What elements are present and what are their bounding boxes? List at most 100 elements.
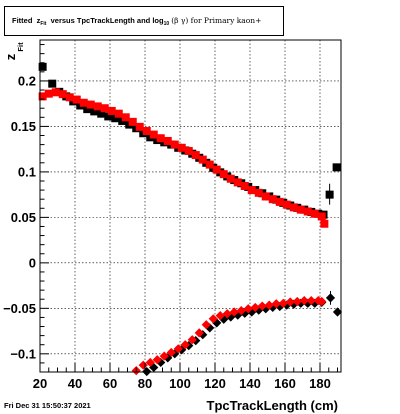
data-point-square xyxy=(240,181,249,190)
y-tick-label: 0.05 xyxy=(11,210,36,225)
data-point-square xyxy=(289,203,298,212)
data-point-square xyxy=(254,188,263,197)
data-point-square xyxy=(219,170,228,179)
data-point-diamond xyxy=(264,300,274,310)
data-point-square xyxy=(212,165,221,174)
data-point-diamond xyxy=(299,295,309,306)
data-point-square xyxy=(184,146,193,155)
y-tick-label: −0.1 xyxy=(10,346,36,361)
grid xyxy=(39,40,341,372)
data-point-diamond xyxy=(194,328,204,338)
data-point-square xyxy=(226,174,235,183)
data-point-square xyxy=(79,98,88,107)
x-tick-label: 20 xyxy=(33,376,47,391)
axes: 20 40 60 80 100 120 140 160 180 −0.1 −0.05 0 0.05 0.1… xyxy=(3,34,338,391)
y-tick-label: 0 xyxy=(29,255,36,270)
series-1 xyxy=(38,88,329,228)
data-point-square xyxy=(97,109,106,118)
data-point-square xyxy=(268,195,277,204)
data-point-square xyxy=(142,126,151,135)
data-point-diamond xyxy=(201,320,211,330)
data-point-square xyxy=(332,163,341,172)
data-point-square xyxy=(51,88,60,97)
data-point-square xyxy=(149,130,158,139)
y-axis-label-sub: Fit xyxy=(16,42,25,52)
data-point-diamond xyxy=(138,360,148,370)
data-point-diamond xyxy=(233,310,243,320)
data-point-square xyxy=(303,207,312,216)
data-point-diamond xyxy=(187,335,197,345)
x-tick-label: 160 xyxy=(274,376,296,391)
data-point-square xyxy=(310,209,319,218)
data-point-square xyxy=(233,178,242,187)
data-point-square xyxy=(163,136,172,145)
data-point-diamond xyxy=(229,307,239,317)
data-point-diamond xyxy=(149,362,159,373)
data-point-square xyxy=(38,62,47,71)
data-point-diamond xyxy=(271,299,281,309)
data-point-square xyxy=(121,113,130,122)
data-point-square xyxy=(107,106,116,115)
data-point-square xyxy=(111,114,120,123)
data-point-diamond xyxy=(145,357,155,368)
data-point-diamond xyxy=(257,301,267,311)
data-point-square xyxy=(191,151,200,160)
data-point-diamond xyxy=(208,314,218,324)
y-axis-label-main: z xyxy=(3,53,18,60)
data-point-square xyxy=(86,100,95,109)
x-tick-label: 120 xyxy=(204,376,226,391)
y-tick-label: 0.15 xyxy=(11,119,36,134)
data-point-diamond xyxy=(247,307,257,317)
data-point-square xyxy=(282,200,291,209)
x-tick-label: 40 xyxy=(68,376,82,391)
data-point-square xyxy=(114,109,123,118)
footer-date: Fri Dec 31 15:50:37 2021 xyxy=(4,401,91,410)
y-axis-label: z Fit xyxy=(3,42,25,60)
data-point-square xyxy=(100,104,109,113)
data-point-square xyxy=(170,140,179,149)
x-tick-label: 80 xyxy=(138,376,152,391)
series-3 xyxy=(131,295,327,376)
data-point-square xyxy=(275,197,284,206)
data-point-diamond xyxy=(152,355,162,365)
data-point-diamond xyxy=(159,351,169,361)
data-point-square xyxy=(58,90,67,99)
chart-title: Fitted zFit versus TpcTrackLength and lo… xyxy=(4,6,284,36)
data-point-square xyxy=(177,143,186,152)
data-marks xyxy=(38,62,343,377)
data-point-square xyxy=(44,89,53,98)
data-point-square xyxy=(38,92,47,101)
data-point-diamond xyxy=(215,311,225,321)
series-0 xyxy=(38,62,341,219)
data-point-square xyxy=(261,192,270,201)
data-point-square xyxy=(93,102,102,111)
data-point-diamond xyxy=(306,295,316,306)
data-point-square xyxy=(72,95,81,104)
data-point-diamond xyxy=(332,307,343,317)
data-point-diamond xyxy=(317,296,327,307)
y-tick-label: 0.1 xyxy=(18,164,36,179)
x-axis-label: TpcTrackLength (cm) xyxy=(207,398,338,413)
data-point-diamond xyxy=(243,304,253,314)
data-point-diamond xyxy=(166,347,176,358)
data-point-diamond xyxy=(236,306,246,316)
data-point-square xyxy=(198,155,207,164)
data-point-diamond xyxy=(173,344,183,354)
data-point-diamond xyxy=(278,298,288,308)
x-tick-label: 140 xyxy=(239,376,261,391)
data-point-square xyxy=(156,134,165,143)
data-point-square xyxy=(83,105,92,114)
data-point-square xyxy=(320,219,329,228)
data-point-square xyxy=(104,112,113,121)
data-point-square xyxy=(296,205,305,214)
data-point-diamond xyxy=(222,309,232,319)
data-point-diamond xyxy=(156,357,166,368)
x-tick-label: 180 xyxy=(309,376,331,391)
data-point-diamond xyxy=(180,340,190,350)
series-2 xyxy=(142,293,343,377)
data-point-square xyxy=(135,122,144,131)
y-tick-label: −0.05 xyxy=(3,301,36,316)
x-tick-label: 100 xyxy=(169,376,191,391)
x-tick-label: 60 xyxy=(103,376,117,391)
